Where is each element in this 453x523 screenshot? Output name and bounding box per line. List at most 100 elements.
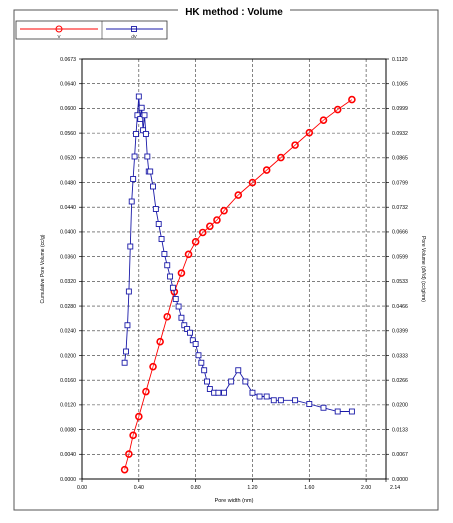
series-dv-point [242, 378, 249, 385]
y2-tick-label: 0.0266 [392, 378, 408, 384]
series-v-point [234, 191, 243, 199]
series-dv-point [150, 183, 156, 190]
series-dv-point [164, 262, 171, 269]
series-dv-point [221, 389, 228, 396]
series-dv-point [249, 389, 256, 396]
legend-box [15, 20, 168, 40]
y2-tick-label: 0.0000 [392, 477, 408, 483]
series-v-point [220, 206, 228, 215]
x-tick-label: 0.80 [191, 485, 201, 491]
series-dv-point [175, 303, 182, 310]
series-v-point [305, 128, 314, 137]
x-tick-label: 0.00 [77, 485, 87, 491]
x-axis-title: Pore width (nm) [215, 498, 254, 504]
series-dv-point [138, 104, 145, 111]
series-dv-point [130, 176, 137, 182]
y2-tick-label: 0.0932 [392, 131, 408, 137]
series-v-point [177, 269, 186, 277]
y2-tick-label: 0.0399 [392, 329, 408, 335]
series-dv-point [206, 386, 213, 392]
series-v-point [213, 216, 221, 224]
series-dv-point [133, 131, 139, 137]
series-dv-point [158, 236, 165, 242]
series-v-point [319, 116, 328, 124]
series-dv-point [124, 322, 131, 329]
series-dv-point [152, 206, 159, 212]
series-v-point [120, 465, 129, 474]
series-v-point [248, 178, 257, 187]
series-dv-point [147, 168, 154, 175]
series-dv-point [169, 284, 176, 291]
series-dv-point [142, 131, 149, 137]
y-tick-label: 0.0400 [60, 230, 76, 236]
y-tick-label: 0.0200 [60, 353, 76, 359]
y2-tick-label: 0.0533 [392, 279, 408, 285]
series-v-point [262, 166, 271, 174]
series-dv-point [256, 393, 263, 400]
series-dv-point [155, 221, 162, 227]
chart-title: HK method : Volume [185, 7, 283, 18]
series-dv-point [144, 153, 151, 160]
series-v-point [191, 238, 200, 246]
series-v-point [142, 387, 150, 396]
y-tick-label: 0.0440 [60, 205, 76, 211]
x-tick-label: 2.14 [390, 485, 400, 491]
series-dv-point [204, 378, 210, 385]
y2-tick-label: 0.0466 [392, 304, 408, 310]
series-dv-point [195, 352, 202, 359]
series-dv-line [124, 96, 352, 412]
series-dv-point [178, 314, 185, 321]
series-v-point [291, 141, 299, 149]
y-tick-label: 0.0360 [60, 254, 76, 260]
series-v-point [129, 431, 137, 440]
x-tick-label: 0.40 [134, 485, 144, 491]
y2-tick-label: 0.0799 [392, 180, 408, 186]
y-tick-label: 0.0640 [60, 82, 76, 88]
series-dv-point [228, 378, 235, 385]
series-dv-point [306, 401, 313, 407]
y2-tick-label: 0.0133 [392, 427, 408, 433]
series-dv-point [172, 296, 179, 302]
series-v-point [163, 312, 172, 321]
series-dv-point [137, 116, 144, 122]
series-v-point [135, 412, 143, 421]
y-tick-label: 0.0120 [60, 403, 76, 409]
series-dv-point [198, 359, 205, 366]
series-dv-point [121, 359, 128, 366]
x-tick-label: 2.00 [361, 485, 371, 491]
series-v-point [184, 250, 193, 259]
series-dv-point [348, 408, 355, 415]
series-dv-point [201, 367, 208, 374]
series-dv-point [141, 112, 148, 119]
series-dv-point [187, 329, 193, 336]
series-v-point [198, 228, 207, 237]
y2-tick-label: 0.0999 [392, 106, 408, 112]
series-v-point [348, 95, 356, 104]
legend-v-label: V [57, 34, 60, 39]
series-dv-point [167, 273, 174, 280]
title-background [178, 3, 290, 18]
series-v-point [277, 153, 285, 162]
y-tick-label: 0.0673 [60, 57, 76, 63]
series-dv-point [135, 93, 142, 100]
series-v-point [149, 362, 157, 371]
y-tick-label: 0.0080 [60, 427, 76, 433]
series-v-point [206, 222, 214, 231]
outer-box [13, 9, 439, 511]
y-tick-label: 0.0600 [60, 106, 76, 112]
y2-tick-label: 0.0067 [392, 452, 408, 458]
series-dv-point [263, 393, 270, 400]
series-dv-point [292, 397, 299, 404]
series-v-line [124, 99, 353, 470]
y-tick-label: 0.0160 [60, 378, 76, 384]
series-dv-point [215, 389, 222, 396]
y-tick-label: 0.0280 [60, 304, 76, 310]
series-dv-point [125, 288, 132, 295]
series-dv-point [131, 153, 138, 160]
y-tick-label: 0.0560 [60, 131, 76, 137]
series-v-point [125, 450, 133, 458]
plot-area [81, 58, 387, 480]
x-tick-label: 1.20 [247, 485, 257, 491]
series-v-point [333, 105, 342, 114]
y-tick-label: 0.0480 [60, 180, 76, 186]
